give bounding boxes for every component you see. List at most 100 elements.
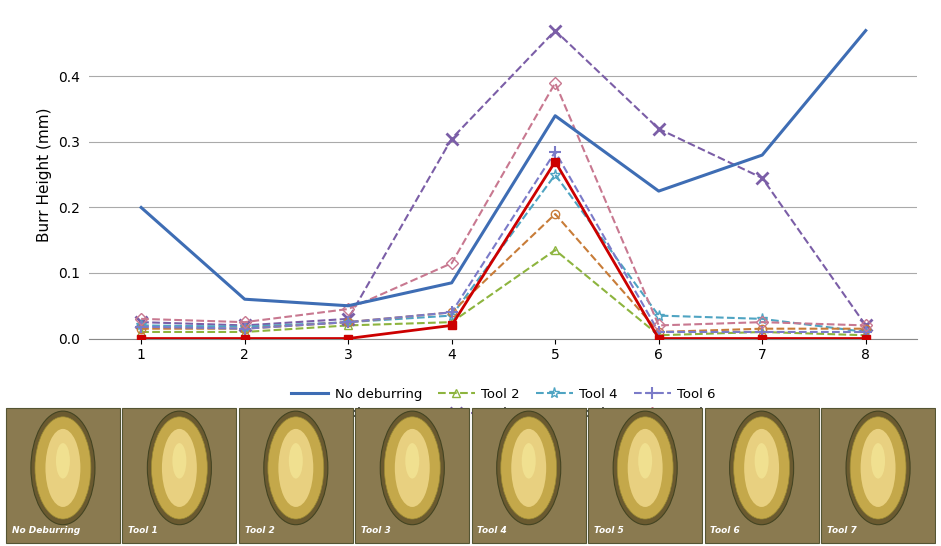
Tool 7 xyxy=(653,322,664,329)
Ellipse shape xyxy=(871,443,885,478)
Ellipse shape xyxy=(497,411,561,525)
Text: Tool 7: Tool 7 xyxy=(827,526,856,535)
Tool 7 xyxy=(757,319,768,325)
Tool 1 xyxy=(446,322,457,329)
Tool 7 xyxy=(343,306,354,312)
No deburring xyxy=(239,296,250,302)
Tool 6 xyxy=(446,309,457,316)
Ellipse shape xyxy=(521,443,535,478)
Tool 5 xyxy=(550,211,561,217)
Tool 2 xyxy=(446,319,457,325)
No deburring xyxy=(757,152,768,158)
Line: Tool 4: Tool 4 xyxy=(136,169,871,337)
Tool 4 xyxy=(446,312,457,319)
Tool 2 xyxy=(550,247,561,253)
Line: Tool 6: Tool 6 xyxy=(136,146,871,337)
Ellipse shape xyxy=(31,411,95,525)
Text: Tool 3: Tool 3 xyxy=(361,526,391,535)
Ellipse shape xyxy=(406,443,420,478)
Tool 7 xyxy=(239,319,250,325)
Ellipse shape xyxy=(172,443,186,478)
Tool 7 xyxy=(550,80,561,86)
No deburring xyxy=(550,112,561,119)
No deburring xyxy=(653,188,664,194)
Ellipse shape xyxy=(850,417,906,519)
Text: No Deburring: No Deburring xyxy=(11,526,80,535)
Tool 4 xyxy=(550,171,561,178)
FancyBboxPatch shape xyxy=(6,408,120,543)
Ellipse shape xyxy=(755,443,769,478)
Tool 3 xyxy=(239,322,250,329)
Tool 6 xyxy=(239,325,250,332)
Tool 1 xyxy=(239,335,250,342)
Tool 4 xyxy=(757,316,768,322)
Tool 5 xyxy=(136,325,147,332)
Tool 3 xyxy=(343,316,354,322)
Text: Tool 6: Tool 6 xyxy=(710,526,741,535)
Ellipse shape xyxy=(614,411,678,525)
Tool 4 xyxy=(343,319,354,325)
Tool 2 xyxy=(343,322,354,329)
Ellipse shape xyxy=(148,411,212,525)
Tool 4 xyxy=(239,323,250,330)
Legend: No deburring, Tool 1, Tool 2, Tool 3, Tool 4, Tool 5, Tool 6, Tool 7: No deburring, Tool 1, Tool 2, Tool 3, To… xyxy=(291,388,716,420)
Text: Tool 5: Tool 5 xyxy=(594,526,624,535)
No deburring xyxy=(343,302,354,309)
Tool 3 xyxy=(757,175,768,181)
Tool 1 xyxy=(343,335,354,342)
Ellipse shape xyxy=(734,417,789,519)
Tool 1 xyxy=(757,335,768,342)
Tool 5 xyxy=(653,329,664,335)
Ellipse shape xyxy=(279,429,313,507)
Tool 2 xyxy=(136,329,147,335)
Tool 2 xyxy=(653,332,664,339)
Line: Tool 5: Tool 5 xyxy=(137,210,869,336)
Ellipse shape xyxy=(152,417,207,519)
Tool 4 xyxy=(860,329,871,335)
Tool 1 xyxy=(550,158,561,165)
Tool 6 xyxy=(653,329,664,335)
Tool 6 xyxy=(343,319,354,325)
Tool 7 xyxy=(136,316,147,322)
Line: Tool 2: Tool 2 xyxy=(137,246,869,340)
Tool 1 xyxy=(860,335,871,342)
Ellipse shape xyxy=(729,411,793,525)
Tool 6 xyxy=(860,329,871,335)
Tool 2 xyxy=(239,329,250,335)
FancyBboxPatch shape xyxy=(239,408,353,543)
Line: No deburring: No deburring xyxy=(141,31,866,306)
Tool 7 xyxy=(860,322,871,329)
FancyBboxPatch shape xyxy=(471,408,586,543)
Y-axis label: Burr Height (mm): Burr Height (mm) xyxy=(37,108,52,242)
Text: Tool 1: Tool 1 xyxy=(128,526,158,535)
Ellipse shape xyxy=(384,417,440,519)
Ellipse shape xyxy=(846,411,910,525)
Tool 5 xyxy=(757,325,768,332)
Ellipse shape xyxy=(861,429,896,507)
Tool 5 xyxy=(239,325,250,332)
Ellipse shape xyxy=(617,417,673,519)
Tool 5 xyxy=(860,325,871,332)
Ellipse shape xyxy=(380,411,444,525)
Tool 6 xyxy=(136,323,147,330)
Text: Tool 2: Tool 2 xyxy=(245,526,275,535)
Tool 6 xyxy=(757,329,768,335)
Tool 3 xyxy=(136,319,147,325)
No deburring xyxy=(446,280,457,286)
Tool 5 xyxy=(343,319,354,325)
Line: Tool 3: Tool 3 xyxy=(136,25,871,331)
Tool 2 xyxy=(757,329,768,335)
Tool 6 xyxy=(550,149,561,155)
Tool 1 xyxy=(653,335,664,342)
Ellipse shape xyxy=(56,443,70,478)
Tool 1 xyxy=(136,335,147,342)
Tool 4 xyxy=(136,322,147,329)
Ellipse shape xyxy=(638,443,652,478)
FancyBboxPatch shape xyxy=(122,408,236,543)
Tool 3 xyxy=(550,27,561,34)
Ellipse shape xyxy=(628,429,662,507)
FancyBboxPatch shape xyxy=(821,408,935,543)
Ellipse shape xyxy=(268,417,324,519)
Ellipse shape xyxy=(511,429,546,507)
Tool 5 xyxy=(446,309,457,316)
